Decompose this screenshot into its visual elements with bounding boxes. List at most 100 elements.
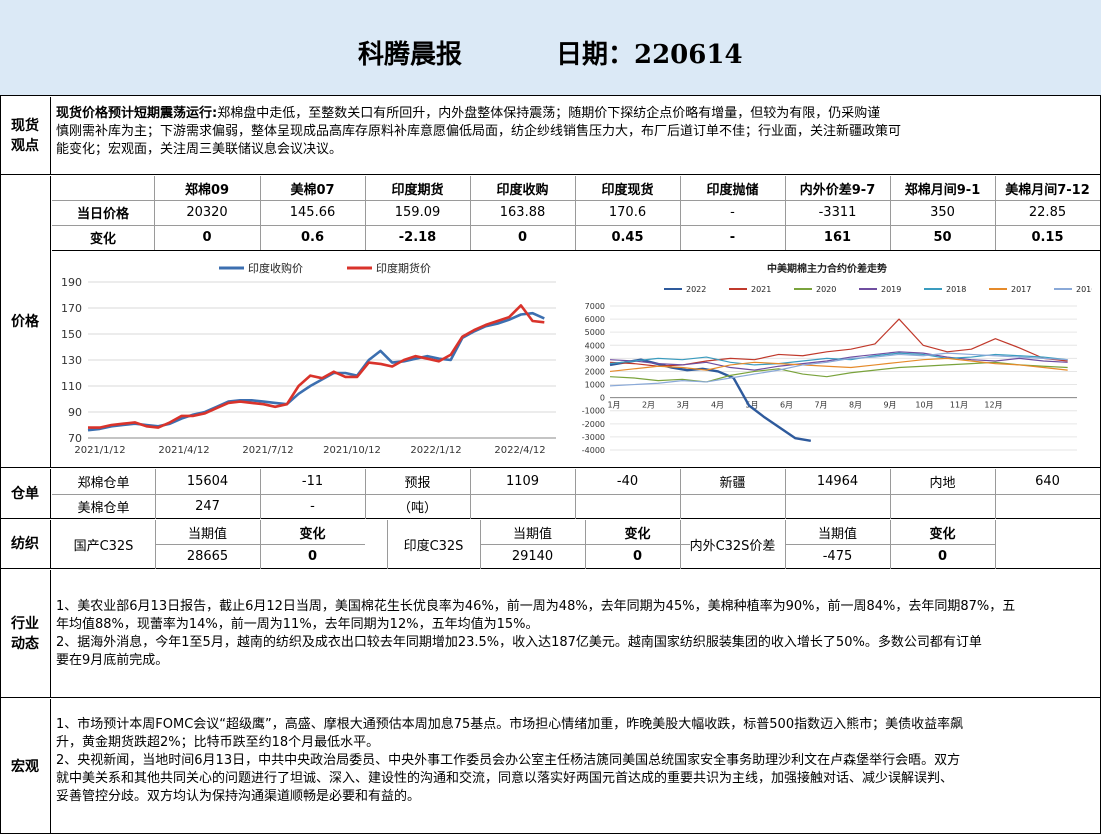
col-header: 印度期货: [391, 182, 444, 198]
spot-label: 现货 观点: [0, 97, 51, 174]
macro-section: 宏观 1、市场预计本周FOMC会议“超级鹰”，高盛、摩根大通预估本周加息75基点…: [0, 699, 1101, 834]
legend-label: 印度期货价: [376, 261, 431, 275]
industry-section: 行业 动态 1、美农业部6月13日报告，截止6月12日当周，美国棉花生长优良率为4…: [0, 570, 1101, 698]
x-tick-label: 10月: [915, 401, 933, 410]
report-date: 日期：220614: [556, 40, 743, 70]
legend-label: 2020: [816, 285, 836, 294]
textile-section: 纺织 国产C32S 当期值 变化 28665 0 印度C32S 当期值 变化 29140 0 内外C…: [0, 520, 1101, 569]
series-line: [88, 304, 545, 429]
price-change: -: [729, 230, 736, 245]
price-value: 159.09: [394, 205, 441, 220]
textile-change: 0: [632, 549, 643, 564]
y-tick-label: -4000: [582, 446, 605, 455]
legend-label: 2017: [1011, 285, 1031, 294]
india-price-chart: 70 90 110 130 150 170 190 2021/1/12 2021/4/12 202…: [61, 261, 556, 456]
textile-table: 国产C32S 当期值 变化 28665 0 印度C32S 当期值 变化 29140 0 内外C32S…: [52, 520, 1101, 569]
price-change: 0.45: [611, 230, 644, 245]
warehouse-section: 仓单 郑棉仓单 15604 -11 预报 1109 -40 新疆 14964 内地 640 美棉仓单…: [0, 469, 1101, 519]
y-tick-label: 3000: [585, 354, 605, 363]
y-tick-label: 7000: [585, 302, 605, 311]
series-line: [609, 352, 1068, 387]
col-header: 内外价差9-7: [799, 182, 876, 198]
legend-label: 2018: [946, 285, 966, 294]
warehouse-cell: （吨）: [397, 501, 437, 516]
x-tick-label: 2月: [642, 401, 655, 410]
y-tick-label: 4000: [585, 341, 605, 350]
series-line: [609, 352, 1068, 366]
warehouse-cell: -: [310, 499, 315, 514]
x-tick-label: 8月: [849, 401, 862, 410]
col-header: 印度抛储: [706, 182, 759, 198]
y-tick-label: 5000: [585, 328, 605, 337]
warehouse-cell: 内地: [929, 476, 956, 491]
textile-item-name: 国产C32S: [73, 539, 134, 554]
price-value: 170.6: [608, 205, 647, 220]
y-tick-label: 0: [600, 394, 605, 403]
textile-change: 0: [937, 549, 948, 564]
legend-label: 2021: [751, 285, 771, 294]
x-tick-label: 5月: [745, 401, 758, 410]
textile-label: 纺织: [0, 520, 51, 568]
x-tick-label: 11月: [950, 401, 968, 410]
textile-header-change: 变化: [929, 526, 956, 542]
y-tick-label: -1000: [582, 407, 605, 416]
warehouse-cell: 美棉仓单: [77, 501, 130, 516]
warehouse-cell: 14964: [816, 474, 859, 489]
price-value: 145.66: [289, 205, 336, 220]
y-tick-label: 110: [61, 380, 82, 393]
warehouse-table: 郑棉仓单 15604 -11 预报 1109 -40 新疆 14964 内地 640 美棉仓单 247…: [52, 469, 1101, 519]
textile-header-value: 当期值: [817, 526, 857, 542]
series-line: [609, 361, 1068, 383]
chart-title: 中美期棉主力合约价差走势: [767, 262, 887, 275]
warehouse-cell: -11: [301, 474, 324, 489]
y-tick-label: 90: [68, 406, 82, 419]
textile-value: -475: [822, 549, 853, 564]
report-header: 科腾晨报 日期：220614: [0, 0, 1101, 96]
textile-item-name: 印度C32S: [403, 539, 464, 554]
x-tick-label: 9月: [883, 401, 896, 410]
price-value: 22.85: [1028, 205, 1067, 220]
price-value: -: [730, 205, 735, 220]
warehouse-cell: 新疆: [719, 476, 746, 491]
price-value: 350: [930, 205, 955, 220]
spread-chart: 中美期棉主力合约价差走势 2022 2021 2020 2019 2018 2017 2016…: [582, 262, 1092, 455]
y-tick-label: 190: [61, 276, 82, 289]
x-tick-label: 4月: [711, 401, 724, 410]
y-tick-label: -2000: [582, 420, 605, 429]
industry-label: 行业 动态: [0, 570, 51, 697]
y-tick-label: 6000: [585, 315, 605, 324]
industry-text: 1、美农业部6月13日报告，截止6月12日当周，美国棉花生长优良率为46%，前一…: [56, 599, 1016, 668]
x-tick-label: 6月: [780, 401, 793, 410]
x-tick-label: 2021/1/12: [74, 445, 125, 456]
price-change: 0.6: [300, 230, 325, 245]
price-change: 50: [933, 230, 952, 245]
legend-label: 印度收购价: [248, 261, 303, 275]
y-tick-label: 170: [61, 302, 82, 315]
series-line: [609, 357, 1068, 373]
warehouse-cell: -40: [616, 474, 639, 489]
x-tick-label: 7月: [814, 401, 827, 410]
legend-label: 2016: [1076, 285, 1092, 294]
x-tick-label: 2021/7/12: [242, 445, 293, 456]
row-label-change: 变化: [89, 232, 116, 247]
price-value: -3311: [818, 205, 857, 220]
textile-header-value: 当期值: [512, 526, 552, 542]
y-tick-label: 1000: [585, 381, 605, 390]
x-tick-label: 2022/4/12: [494, 445, 545, 456]
macro-label: 宏观: [0, 699, 51, 834]
price-section: 价格 当日价格 变化 郑棉09 20320 0 美棉07 145.66 0.6 印度期货 159.…: [0, 176, 1101, 468]
textile-header-change: 变化: [299, 526, 326, 542]
macro-text: 1、市场预计本周FOMC会议“超级鹰”，高盛、摩根大通预估本周加息75基点。市场…: [56, 717, 964, 804]
warehouse-cell: 15604: [186, 474, 229, 489]
price-value: 20320: [186, 205, 228, 220]
textile-header-change: 变化: [624, 526, 651, 542]
col-header: 郑棉09: [184, 182, 230, 198]
legend-label: 2019: [881, 285, 901, 294]
col-header: 印度收购: [496, 182, 549, 198]
x-tick-label: 2021/10/12: [323, 445, 381, 456]
series-line: [87, 311, 545, 432]
spot-text: 现货价格预计短期震荡运行:郑棉盘中走低，至整数关口有所回升，内外盘整体保持震荡；…: [56, 106, 902, 157]
row-label-today: 当日价格: [76, 207, 129, 222]
x-tick-label: 2021/4/12: [158, 445, 209, 456]
y-tick-label: 2000: [585, 367, 605, 376]
